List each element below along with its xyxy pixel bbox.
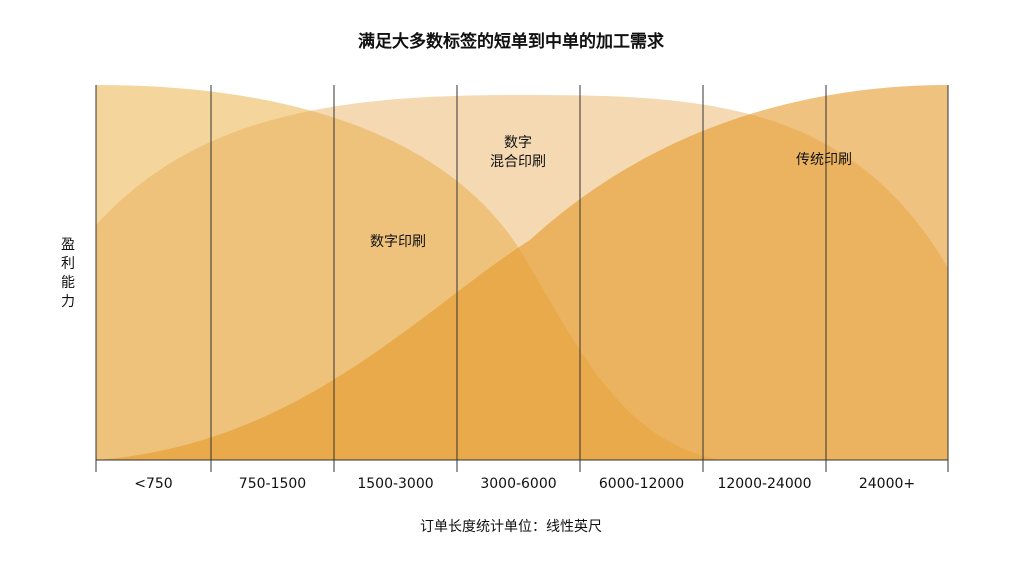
category-label: 1500-3000 <box>357 476 433 492</box>
category-label: 6000-12000 <box>599 476 684 492</box>
category-label: <750 <box>134 476 172 492</box>
region-label: 数字 <box>504 135 532 151</box>
region-label: 传统印刷 <box>796 152 852 168</box>
y-label: 盈利能力 <box>61 237 75 310</box>
region-label: 混合印刷 <box>490 154 546 170</box>
title: 满足大多数标签的短单到中单的加工需求 <box>358 31 664 52</box>
category-label: 750-1500 <box>239 476 306 492</box>
category-label: 24000+ <box>859 476 915 492</box>
category-label: 3000-6000 <box>480 476 556 492</box>
x-label: 订单长度统计单位：线性英尺 <box>420 518 602 535</box>
traditional-area <box>96 85 948 460</box>
category-label: 12000-24000 <box>717 476 811 492</box>
region-label: 数字印刷 <box>370 234 426 250</box>
